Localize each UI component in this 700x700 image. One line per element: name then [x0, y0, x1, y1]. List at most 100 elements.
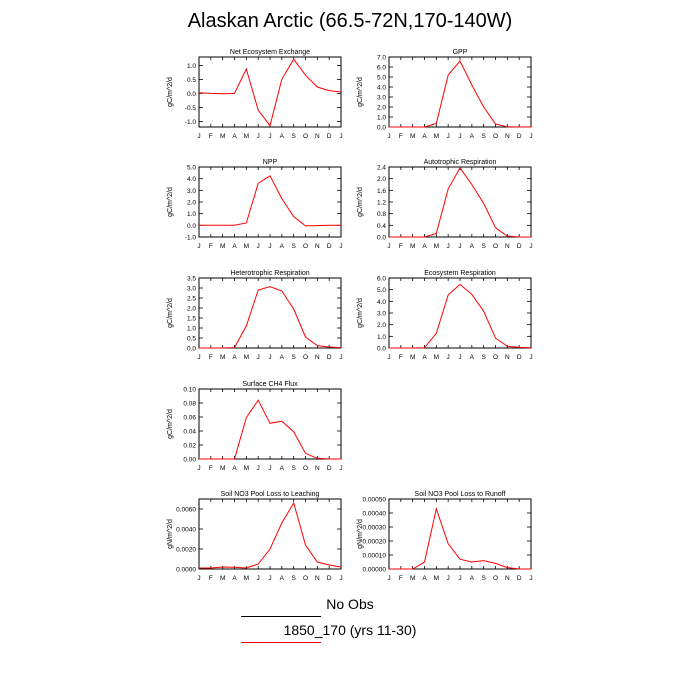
x-tick-label: O [493, 354, 498, 361]
x-tick-label: N [505, 575, 510, 582]
x-tick-label: A [280, 243, 285, 250]
x-tick-label: J [257, 243, 260, 250]
x-tick-label: N [315, 465, 320, 472]
y-tick-label: 3.0 [377, 95, 386, 102]
y-axis-label: gC/m^2/d [167, 409, 174, 439]
series-line-1 [198, 58, 342, 127]
y-tick-label: 0.0040 [176, 527, 196, 534]
y-tick-label: 0.0000 [176, 567, 196, 574]
x-tick-label: S [291, 243, 296, 250]
x-tick-label: M [220, 575, 225, 582]
x-tick-label: A [232, 465, 237, 472]
x-tick-label: J [268, 354, 271, 361]
x-tick-label: M [244, 465, 249, 472]
y-tick-label: 0.00010 [363, 553, 387, 560]
x-tick-label: J [197, 133, 200, 140]
x-tick-label: J [257, 354, 260, 361]
x-tick-label: D [517, 575, 522, 582]
x-tick-label: M [220, 465, 225, 472]
legend-model-line [241, 642, 321, 643]
plot-frame [198, 166, 342, 238]
x-tick-label: S [481, 243, 486, 250]
x-tick-label: J [529, 354, 532, 361]
x-tick-label: J [339, 243, 342, 250]
y-tick-label: 0.00040 [363, 511, 387, 518]
plot-frame [198, 56, 342, 128]
panel-8: Soil NO3 Pool Loss to LeachinggN/m^2/d0.… [167, 491, 343, 582]
series-line-1 [389, 506, 531, 570]
y-tick-label: 4.0 [187, 176, 196, 183]
x-tick-label: S [291, 575, 296, 582]
x-tick-label: N [315, 575, 320, 582]
x-tick-label: F [209, 354, 213, 361]
y-tick-label: 5.0 [187, 165, 196, 172]
x-tick-label: D [327, 354, 332, 361]
y-tick-label: 3.5 [187, 276, 196, 283]
y-tick-label: 0.0 [187, 223, 196, 230]
x-tick-label: S [291, 465, 296, 472]
x-tick-label: F [399, 243, 403, 250]
x-tick-label: J [257, 465, 260, 472]
panel-5: Heterotrophic Respiration gC/m^2/d 0.0 0.5 1… [167, 270, 343, 361]
x-tick-label: J [268, 575, 271, 582]
x-tick-label: A [232, 133, 237, 140]
legend-obs-line [241, 616, 321, 617]
y-tick-label: 0.0020 [176, 547, 196, 554]
figure-title: Alaskan Arctic (66.5-72N,170-140W) [187, 10, 513, 32]
x-tick-label: J [257, 575, 260, 582]
y-tick-label: 6.0 [377, 276, 386, 283]
y-axis-label: gC/m^2/d [357, 187, 364, 217]
x-tick-label: N [505, 354, 510, 361]
y-tick-label: 2.4 [377, 165, 386, 172]
x-tick-label: J [197, 575, 200, 582]
x-tick-label: J [458, 354, 461, 361]
y-tick-label: 1.6 [377, 188, 386, 195]
y-tick-label: 0.0 [187, 346, 196, 353]
y-tick-label: 5.0 [377, 75, 386, 82]
y-tick-label: 0.04 [183, 429, 196, 436]
x-tick-label: S [481, 575, 486, 582]
panel-6: Ecosystem Respiration gC/m^2/d 0.0 1.0 2.0 3.… [357, 270, 533, 361]
x-tick-label: A [280, 133, 285, 140]
x-tick-label: F [399, 575, 403, 582]
x-tick-label: O [303, 575, 308, 582]
x-tick-label: N [315, 133, 320, 140]
x-tick-label: D [327, 133, 332, 140]
x-tick-label: D [517, 133, 522, 140]
y-tick-label: 0.00 [183, 457, 196, 464]
y-tick-label: 1.0 [377, 334, 386, 341]
x-tick-label: M [410, 133, 415, 140]
x-tick-label: J [339, 133, 342, 140]
x-tick-label: M [244, 575, 249, 582]
y-tick-label: 0.4 [377, 223, 386, 230]
x-tick-label: M [220, 133, 225, 140]
series-line-1 [199, 399, 341, 460]
y-tick-label: 1.0 [187, 326, 196, 333]
y-tick-label: 0.10 [183, 387, 196, 394]
x-tick-label: J [387, 575, 390, 582]
x-tick-label: J [339, 465, 342, 472]
x-tick-label: M [410, 575, 415, 582]
y-tick-label: 2.0 [377, 322, 386, 329]
x-tick-label: J [529, 243, 532, 250]
x-tick-label: M [244, 133, 249, 140]
plot-frame [388, 277, 532, 349]
y-tick-label: 6.0 [377, 65, 386, 72]
x-tick-label: F [209, 133, 213, 140]
x-tick-label: S [481, 133, 486, 140]
y-tick-label: 2.0 [377, 105, 386, 112]
x-tick-label: M [244, 243, 249, 250]
x-tick-label: J [529, 133, 532, 140]
x-tick-label: A [232, 243, 237, 250]
y-tick-label: -0.5 [185, 105, 197, 112]
panel-title: Surface CH4 Flux [242, 381, 298, 388]
x-tick-label: O [303, 354, 308, 361]
x-tick-label: O [493, 575, 498, 582]
panel-title: Heterotrophic Respiration [230, 270, 309, 277]
y-tick-label: 2.0 [187, 306, 196, 313]
y-tick-label: 3.0 [377, 311, 386, 318]
x-tick-label: N [315, 243, 320, 250]
